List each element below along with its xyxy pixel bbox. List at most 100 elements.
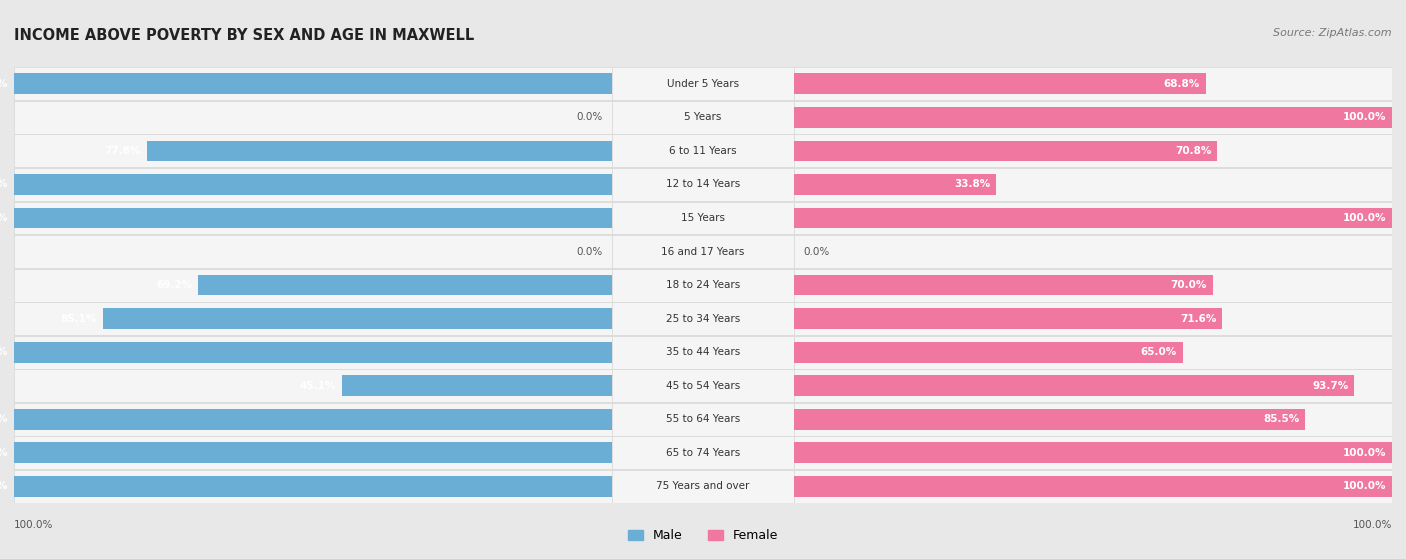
Bar — [14, 202, 612, 234]
Text: 75 Years and over: 75 Years and over — [657, 481, 749, 491]
Bar — [794, 202, 1392, 234]
Bar — [146, 140, 612, 162]
Text: 69.2%: 69.2% — [156, 280, 193, 290]
Bar — [14, 135, 612, 167]
Bar — [794, 342, 1182, 363]
Bar — [14, 403, 612, 435]
Text: 100.0%: 100.0% — [0, 347, 8, 357]
Bar — [612, 101, 794, 134]
Bar — [14, 409, 612, 430]
Bar — [14, 336, 612, 368]
Text: 12 to 14 Years: 12 to 14 Years — [666, 179, 740, 190]
Bar — [794, 73, 1205, 94]
Bar — [794, 336, 1392, 368]
Bar — [794, 235, 1392, 268]
Bar — [794, 168, 1392, 201]
Text: 93.7%: 93.7% — [1312, 381, 1348, 391]
Bar — [198, 274, 612, 296]
Bar — [14, 302, 612, 335]
Bar — [14, 342, 612, 363]
Text: 100.0%: 100.0% — [0, 213, 8, 223]
Text: 85.5%: 85.5% — [1263, 414, 1299, 424]
Bar — [612, 269, 794, 301]
Text: 55 to 64 Years: 55 to 64 Years — [666, 414, 740, 424]
Text: 100.0%: 100.0% — [0, 79, 8, 89]
Bar — [794, 174, 997, 195]
Text: INCOME ABOVE POVERTY BY SEX AND AGE IN MAXWELL: INCOME ABOVE POVERTY BY SEX AND AGE IN M… — [14, 28, 474, 43]
Text: 85.1%: 85.1% — [60, 314, 97, 324]
Text: 25 to 34 Years: 25 to 34 Years — [666, 314, 740, 324]
Bar — [612, 302, 794, 335]
Bar — [794, 269, 1392, 301]
Text: 70.0%: 70.0% — [1170, 280, 1206, 290]
Bar — [14, 437, 612, 469]
Bar — [612, 403, 794, 435]
Bar — [103, 308, 612, 329]
Text: 65.0%: 65.0% — [1140, 347, 1177, 357]
Bar — [612, 470, 794, 503]
Bar — [612, 168, 794, 201]
Bar — [14, 174, 612, 195]
Text: 18 to 24 Years: 18 to 24 Years — [666, 280, 740, 290]
Bar — [794, 140, 1218, 162]
Bar — [794, 308, 1222, 329]
Bar — [612, 135, 794, 167]
Bar — [794, 68, 1392, 100]
Text: 6 to 11 Years: 6 to 11 Years — [669, 146, 737, 156]
Text: 100.0%: 100.0% — [0, 448, 8, 458]
Bar — [14, 101, 612, 134]
Bar — [794, 302, 1392, 335]
Bar — [342, 375, 612, 396]
Bar — [794, 274, 1212, 296]
Text: Under 5 Years: Under 5 Years — [666, 79, 740, 89]
Text: 100.0%: 100.0% — [1343, 112, 1386, 122]
Bar — [794, 403, 1392, 435]
Bar — [14, 470, 612, 503]
Bar — [612, 235, 794, 268]
Text: 100.0%: 100.0% — [1343, 448, 1386, 458]
Text: 33.8%: 33.8% — [955, 179, 990, 190]
Bar — [794, 476, 1392, 497]
Bar — [794, 437, 1392, 469]
Bar — [612, 68, 794, 100]
Bar — [794, 442, 1392, 463]
Bar — [794, 470, 1392, 503]
Text: Source: ZipAtlas.com: Source: ZipAtlas.com — [1274, 28, 1392, 38]
Bar — [14, 476, 612, 497]
Bar — [794, 375, 1354, 396]
Bar — [612, 437, 794, 469]
Bar — [794, 369, 1392, 402]
Text: 100.0%: 100.0% — [14, 520, 53, 530]
Bar — [612, 369, 794, 402]
Text: 45.1%: 45.1% — [299, 381, 336, 391]
Text: 100.0%: 100.0% — [1343, 213, 1386, 223]
Bar — [794, 107, 1392, 128]
Bar — [612, 202, 794, 234]
Bar — [14, 168, 612, 201]
Text: 0.0%: 0.0% — [576, 247, 603, 257]
Text: 100.0%: 100.0% — [1353, 520, 1392, 530]
Bar — [794, 135, 1392, 167]
Text: 77.8%: 77.8% — [104, 146, 141, 156]
Text: 100.0%: 100.0% — [0, 481, 8, 491]
Legend: Male, Female: Male, Female — [623, 524, 783, 547]
Text: 100.0%: 100.0% — [0, 179, 8, 190]
Bar — [14, 73, 612, 94]
Bar — [794, 101, 1392, 134]
Text: 15 Years: 15 Years — [681, 213, 725, 223]
Bar — [14, 207, 612, 229]
Bar — [14, 68, 612, 100]
Text: 0.0%: 0.0% — [576, 112, 603, 122]
Bar — [612, 336, 794, 368]
Text: 100.0%: 100.0% — [1343, 481, 1386, 491]
Text: 5 Years: 5 Years — [685, 112, 721, 122]
Text: 68.8%: 68.8% — [1163, 79, 1199, 89]
Bar — [14, 269, 612, 301]
Text: 100.0%: 100.0% — [0, 414, 8, 424]
Text: 45 to 54 Years: 45 to 54 Years — [666, 381, 740, 391]
Text: 65 to 74 Years: 65 to 74 Years — [666, 448, 740, 458]
Bar — [794, 207, 1392, 229]
Bar — [14, 442, 612, 463]
Text: 0.0%: 0.0% — [803, 247, 830, 257]
Text: 35 to 44 Years: 35 to 44 Years — [666, 347, 740, 357]
